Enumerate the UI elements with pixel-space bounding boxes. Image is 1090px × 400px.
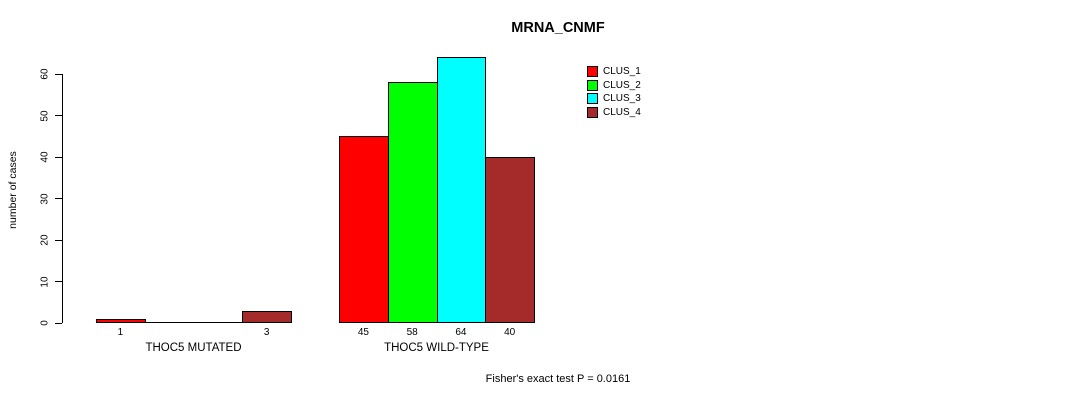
y-tick-label: 30 — [39, 192, 51, 205]
fisher-test-annotation: Fisher's exact test P = 0.0161 — [485, 373, 631, 385]
bar-clus_4-group1 — [242, 311, 292, 323]
legend-item: CLUS_1 — [587, 65, 641, 79]
legend-item-label: CLUS_3 — [603, 93, 641, 105]
bar-clus_1-group2 — [339, 136, 389, 323]
legend-item-label: CLUS_1 — [603, 66, 641, 78]
group-label: THOC5 MUTATED — [145, 342, 242, 354]
legend-color-swatch-clus_2 — [587, 79, 598, 91]
y-tick-mark — [55, 156, 62, 158]
bar-clus_3-group2 — [436, 57, 487, 323]
y-tick-mark — [55, 115, 62, 116]
y-tick-mark — [55, 198, 62, 199]
y-axis-line — [62, 74, 63, 323]
y-tick-mark — [55, 239, 62, 241]
legend: CLUS_1 CLUS_2 CLUS_3 CLUS_4 — [587, 65, 641, 119]
group-baseline — [96, 322, 291, 323]
legend-item: CLUS_4 — [587, 106, 641, 120]
y-tick-label: 40 — [39, 151, 51, 163]
bar-value-label: 3 — [263, 327, 270, 338]
y-tick-label: 0 — [39, 320, 51, 326]
y-tick-label: 20 — [39, 234, 51, 246]
bar-value-label: 58 — [406, 327, 418, 338]
chart-title: MRNA_CNMF — [511, 20, 605, 36]
bar-value-label: 64 — [455, 327, 467, 338]
y-tick-label: 50 — [39, 109, 51, 122]
y-tick-label: 60 — [39, 68, 51, 80]
legend-item: CLUS_3 — [587, 92, 641, 106]
legend-color-swatch-clus_1 — [587, 66, 598, 78]
legend-color-swatch-clus_4 — [587, 106, 598, 118]
legend-item-label: CLUS_2 — [603, 79, 641, 91]
y-tick-label: 10 — [39, 275, 51, 288]
legend-item: CLUS_2 — [587, 79, 641, 93]
y-axis-label: number of cases — [7, 151, 19, 229]
bar-value-label: 40 — [504, 327, 516, 338]
y-tick-mark — [55, 73, 62, 75]
bar-clus_4-group2 — [485, 157, 535, 323]
bar-clus_1-group1 — [96, 319, 146, 323]
bar-value-label: 45 — [357, 327, 369, 338]
legend-item-label: CLUS_4 — [603, 106, 641, 118]
y-tick-mark — [55, 322, 62, 324]
bar-clus_2-group2 — [387, 82, 438, 323]
y-tick-mark — [55, 281, 62, 282]
group-label: THOC5 WILD-TYPE — [384, 342, 489, 354]
legend-color-swatch-clus_3 — [587, 93, 598, 105]
bar-value-label: 1 — [117, 327, 124, 338]
